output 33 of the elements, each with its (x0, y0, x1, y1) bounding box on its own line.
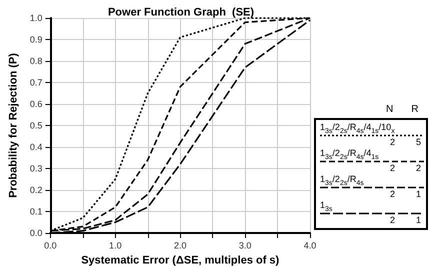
text: 5 (416, 137, 422, 147)
text: N (386, 104, 394, 115)
text: 1$_{3s}$/2$_{2s}$/R$_{4s}$/4$_{1s}$/10$_{x}$ (320, 122, 395, 135)
y-tick-label: 0.0 (30, 228, 42, 238)
text: 1 (416, 189, 422, 199)
x-tick-label: 2.0 (174, 240, 186, 250)
y-tick-label: 0.1 (30, 206, 42, 216)
text: 2 (390, 215, 396, 225)
x-axis-title: Systematic Error (ΔSE, multiples of s) (81, 254, 280, 266)
text: 1 (416, 215, 422, 225)
chart-title: Power Function Graph (SE) (108, 6, 254, 18)
y-tick-label: 0.9 (30, 34, 42, 44)
x-tick-label: 1.0 (109, 240, 122, 250)
text: 1$_{3s}$/2$_{2s}$/R$_{4s}$/4$_{1s}$ (320, 148, 379, 161)
text: R (411, 104, 418, 115)
text: 2 (416, 163, 422, 173)
y-tick-label: 0.2 (30, 185, 42, 195)
text: 2 (390, 189, 396, 199)
y-tick-label: 0.3 (30, 164, 42, 174)
x-tick-label: 3.0 (238, 240, 252, 250)
y-axis-title: Probability for Rejection (P) (8, 52, 20, 198)
text: 2 (390, 137, 396, 147)
y-tick-label: 0.6 (30, 99, 42, 109)
text: 2 (390, 163, 396, 173)
x-tick-label: 4.0 (304, 240, 316, 250)
y-tick-label: 0.7 (30, 78, 42, 88)
y-tick-label: 0.8 (30, 56, 42, 66)
y-tick-label: 0.4 (30, 142, 42, 152)
text: 1$_{3s}$/2$_{2s}$/R$_{4s}$ (320, 174, 364, 187)
x-tick-label: 0.0 (44, 240, 57, 250)
y-tick-label: 1.0 (30, 13, 42, 23)
y-tick-label: 0.5 (30, 120, 42, 130)
text: 1$_{3s}$ (320, 200, 332, 213)
